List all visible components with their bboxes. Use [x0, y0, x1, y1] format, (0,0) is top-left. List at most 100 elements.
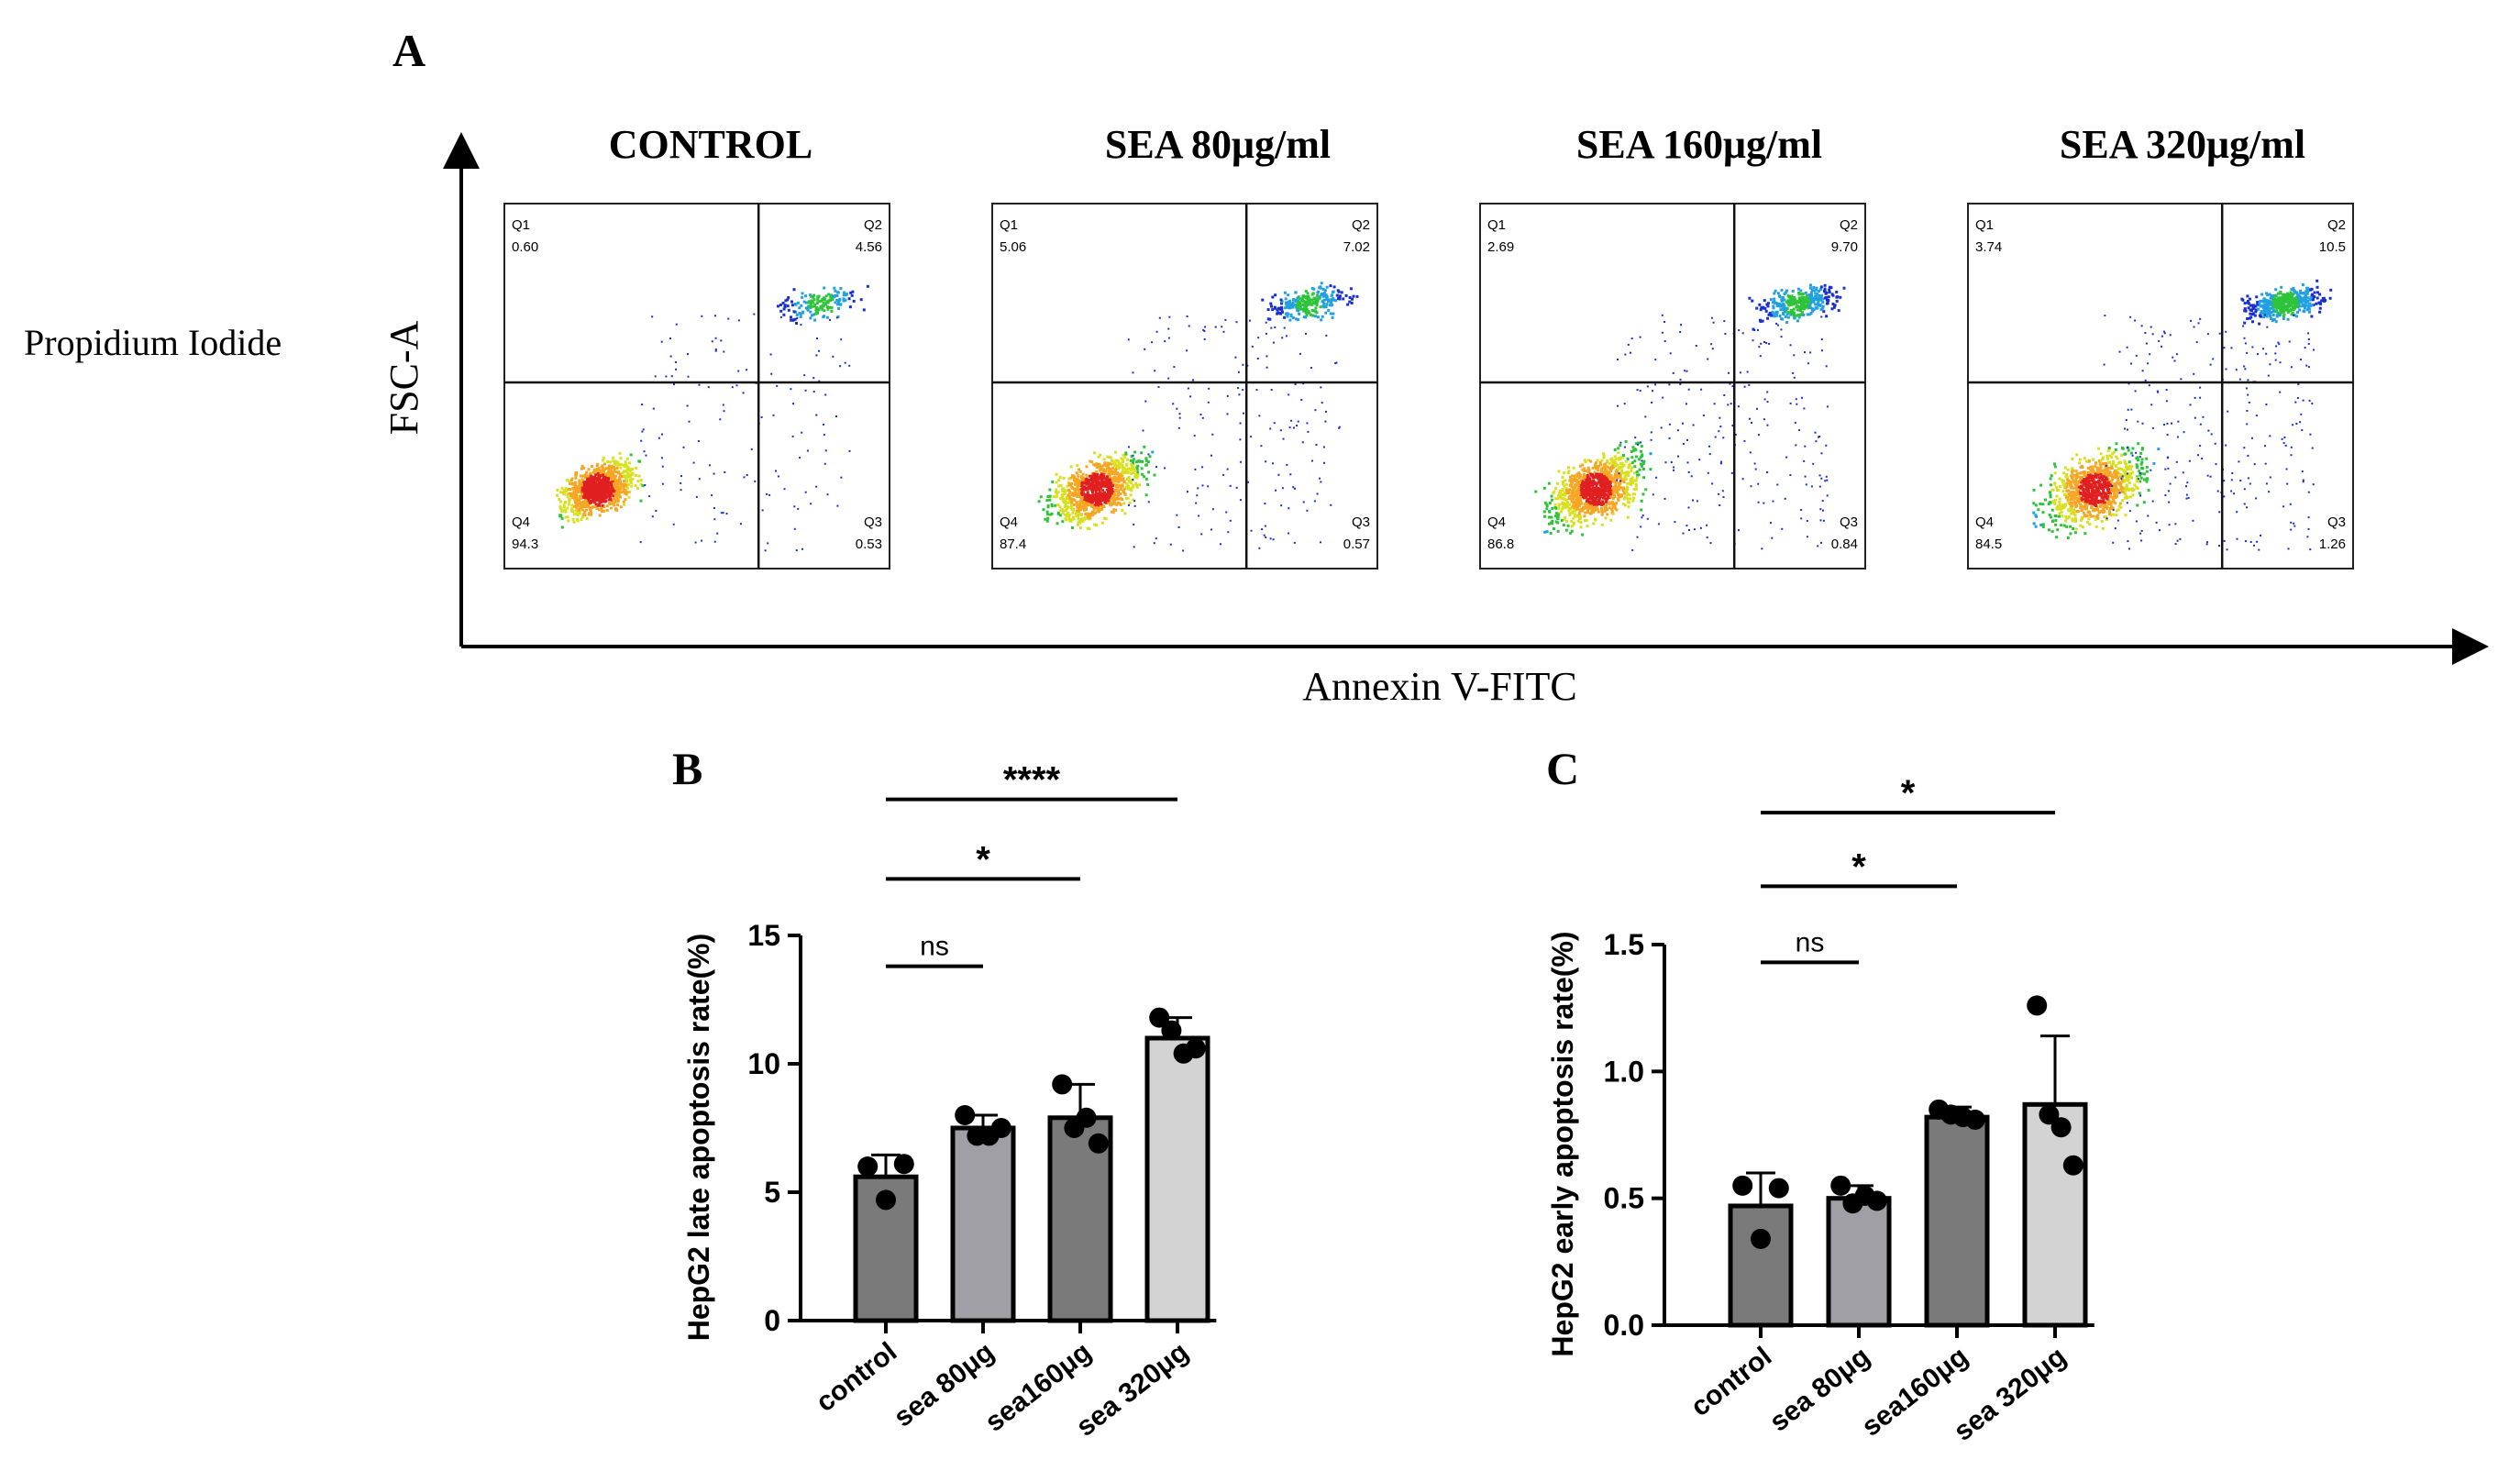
flow-dot [1578, 464, 1582, 468]
flow-dot [595, 464, 599, 468]
flow-dot [1096, 496, 1100, 500]
flow-dot [2114, 448, 2117, 451]
flow-dot [2130, 465, 2134, 469]
flow-dot [1782, 313, 1785, 316]
flow-dot [2065, 481, 2069, 485]
flow-dot [1547, 481, 1551, 485]
flow-dot [609, 491, 612, 494]
flow-dot [1598, 480, 1602, 483]
flow-dot [2117, 479, 2120, 482]
flow-dot [1084, 478, 1088, 481]
flow-dot [639, 499, 643, 503]
flow-dot [571, 496, 575, 500]
flow-dot [1067, 511, 1070, 514]
flow-dot [686, 404, 689, 407]
flow-dot [624, 483, 627, 487]
flow-dot [1266, 308, 1270, 312]
flow-dot [1780, 288, 1784, 292]
flow-dot [564, 515, 568, 519]
flow-dot [641, 404, 644, 405]
flow-dot [1076, 494, 1079, 498]
flow-dot [1639, 390, 1641, 393]
flow-dot [1576, 507, 1579, 511]
flow-dot [2058, 503, 2061, 506]
flow-dot [2092, 458, 2095, 461]
flow-dot [1099, 495, 1102, 499]
flow-dot [1753, 462, 1756, 465]
flow-dot [2124, 514, 2128, 517]
flow-dot [1781, 298, 1785, 302]
flow-dot [1545, 507, 1549, 511]
flow-dot [622, 485, 625, 488]
flow-dot [1178, 413, 1181, 415]
flow-dot [2105, 515, 2107, 519]
flow-dot [1577, 474, 1581, 478]
flow-dot [809, 316, 812, 320]
flow-dot [1564, 515, 1567, 519]
flow-dot [1785, 456, 1788, 459]
flow-dot [2102, 492, 2106, 495]
flow-dot [2080, 465, 2083, 468]
flow-dot [1288, 532, 1290, 535]
flow-dot [1096, 509, 1100, 513]
flow-dot [1785, 313, 1789, 315]
flow-dot [1644, 488, 1648, 492]
flow-dot [1766, 424, 1769, 426]
flow-dot [1741, 332, 1744, 335]
flow-dot [2117, 477, 2119, 481]
flow-dot [720, 512, 723, 514]
flow-dot [1621, 488, 1625, 492]
flow-dot [1766, 316, 1770, 320]
flow-dot [619, 466, 623, 470]
flow-dot [1082, 481, 1086, 485]
flow-dot [612, 456, 615, 459]
flow-dot [1819, 285, 1823, 289]
flow-dot [1760, 342, 1763, 345]
flow-dot [2072, 512, 2076, 515]
flow-dot [2100, 475, 2104, 479]
flow-dot [1562, 524, 1565, 527]
flow-dot [1770, 522, 1772, 525]
flow-dot [1077, 520, 1080, 524]
flow-dot [1585, 481, 1588, 484]
flow-dot [801, 295, 804, 299]
flow-dot [826, 307, 830, 311]
flow-dot [1045, 519, 1049, 523]
flow-dot [1097, 477, 1100, 480]
flow-dot [816, 295, 820, 299]
flow-dot [2113, 482, 2117, 486]
flow-dot [1310, 286, 1314, 290]
flow-dot [1577, 491, 1581, 494]
flow-dot [1617, 467, 1620, 470]
flow-dot [660, 457, 663, 459]
flow-dot [591, 476, 594, 480]
flow-dot [1277, 473, 1280, 476]
flow-dot [1062, 487, 1066, 491]
flow-dot [1822, 290, 1826, 293]
flow-dot [1619, 466, 1623, 470]
flow-dot [1121, 463, 1124, 467]
flow-dot [1158, 316, 1161, 319]
flow-dot [1578, 492, 1582, 496]
flow-dot [619, 473, 623, 477]
flow-dot [1288, 302, 1292, 305]
flow-dot [1140, 467, 1144, 470]
flow-dot [606, 474, 610, 477]
flow-dot [1086, 498, 1089, 502]
flow-dot [1626, 458, 1630, 460]
flow-dot [1269, 302, 1273, 305]
flow-dot [2071, 498, 2073, 501]
flow-dot [1314, 409, 1317, 412]
flow-dot [1559, 491, 1562, 494]
flow-dot [598, 499, 602, 502]
flow-dot [1760, 305, 1763, 309]
flow-dot [2106, 449, 2110, 452]
flow-dot [823, 423, 824, 426]
flow-dot [1545, 503, 1549, 506]
flow-dot [1593, 490, 1596, 493]
flow-dot [1107, 480, 1111, 483]
flow-dot [1595, 504, 1598, 508]
flow-dot [1564, 503, 1567, 507]
flow-dot [1579, 483, 1583, 487]
flow-dot [1608, 475, 1612, 479]
